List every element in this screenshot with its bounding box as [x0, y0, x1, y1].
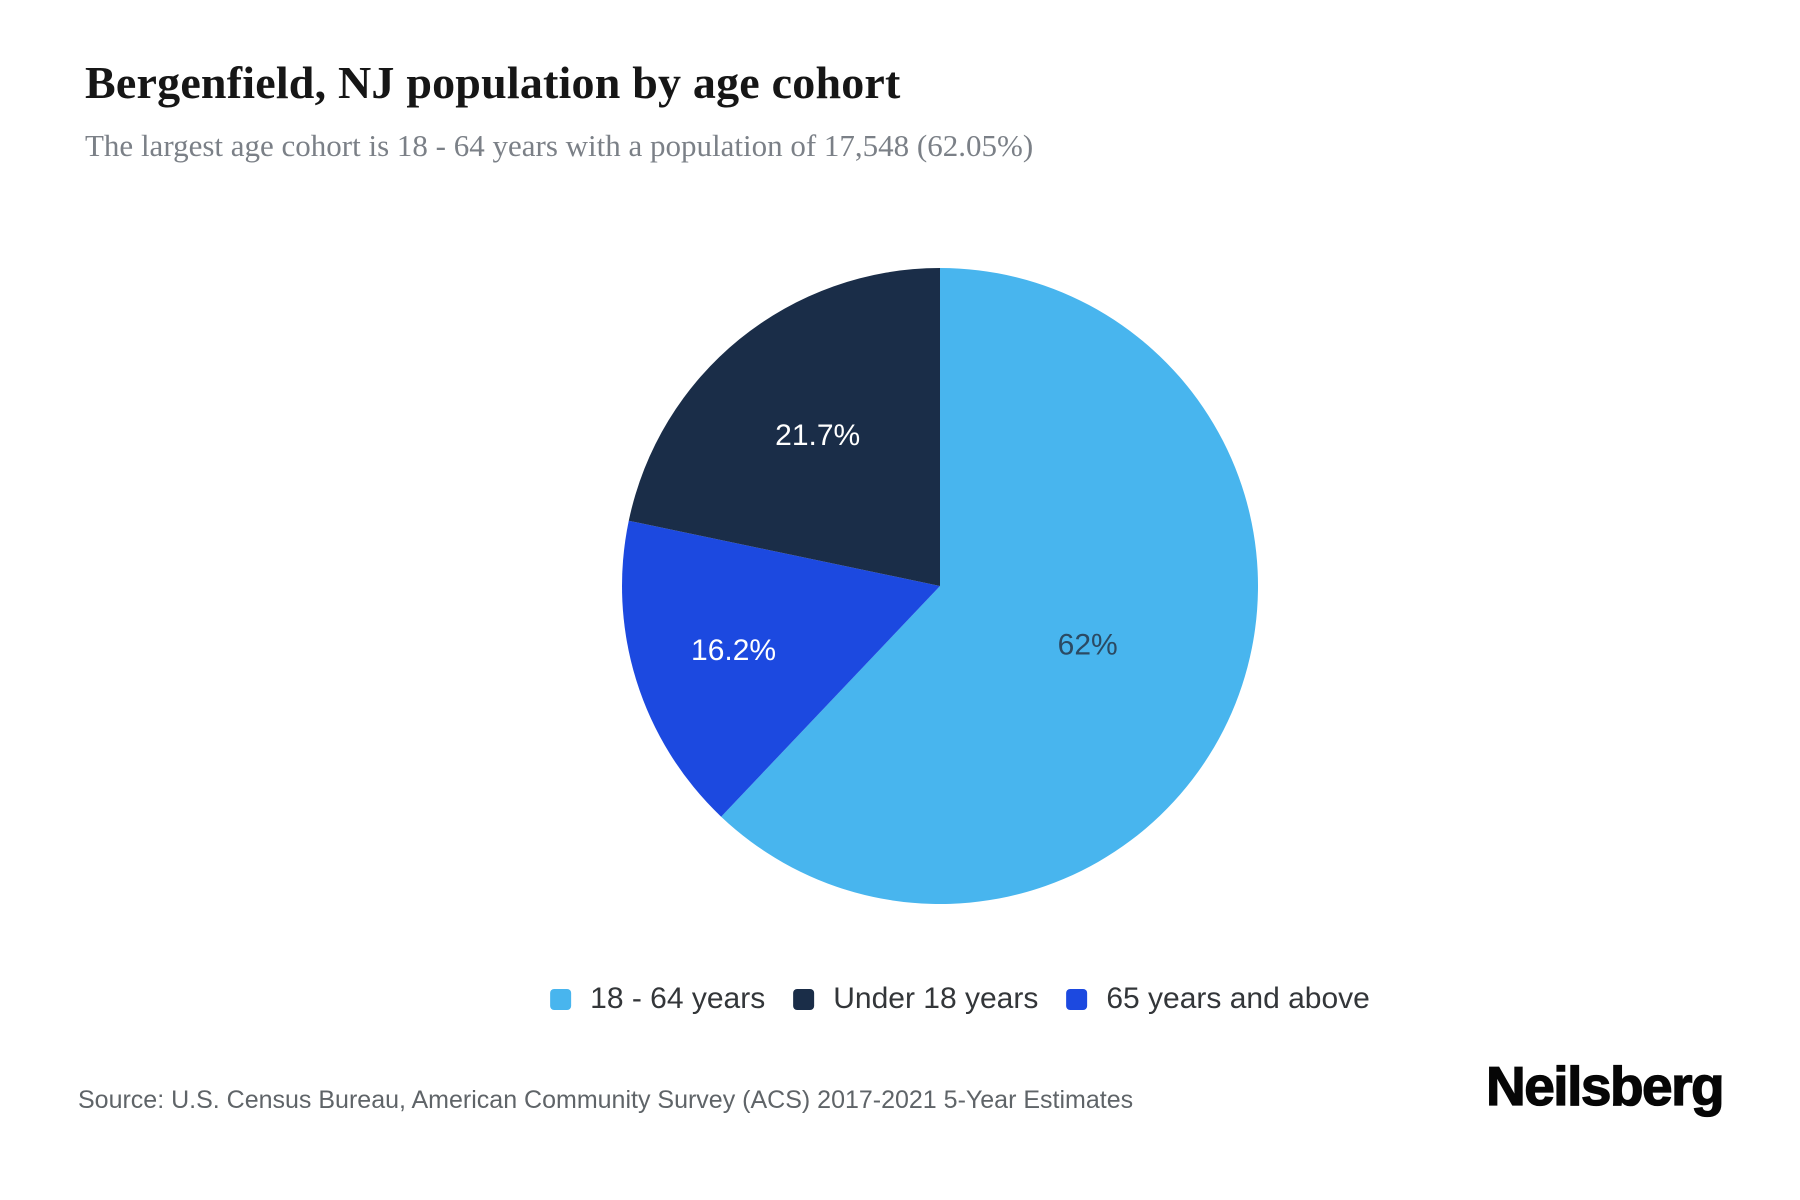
- source-attribution: Source: U.S. Census Bureau, American Com…: [78, 1086, 1134, 1114]
- neilsberg-logo: Neilsberg: [1485, 1054, 1725, 1117]
- chart-legend: 18 - 64 years Under 18 years 65 years an…: [550, 982, 1370, 1016]
- legend-item-18-64-years[interactable]: 18 - 64 years: [550, 982, 765, 1016]
- pie-slice-under-18-years[interactable]: [628, 268, 940, 586]
- pie-slice-65-years-and-above[interactable]: [622, 520, 940, 817]
- pie-chart: 62% 16.2% 21.7%: [580, 226, 1300, 946]
- page-subtitle: The largest age cohort is 18 - 64 years …: [85, 128, 1034, 163]
- legend-item-label: 18 - 64 years: [590, 982, 766, 1015]
- pie-slice-label-under-18-years: 21.7%: [775, 419, 860, 452]
- pie-slice-label-18-64-years: 62%: [1058, 628, 1118, 661]
- legend-item-under-18-years[interactable]: Under 18 years: [793, 982, 1038, 1016]
- legend-swatch-icon: [1066, 988, 1088, 1010]
- legend-item-label: Under 18 years: [833, 982, 1039, 1015]
- legend-item-label: 65 years and above: [1106, 982, 1370, 1015]
- legend-item-65-years-and-above[interactable]: 65 years and above: [1066, 982, 1370, 1016]
- legend-swatch-icon: [793, 988, 815, 1010]
- legend-swatch-icon: [550, 988, 572, 1010]
- page-title: Bergenfield, NJ population by age cohort: [85, 57, 901, 108]
- pie-slice-18-64-years[interactable]: [721, 268, 1259, 905]
- pie-slice-label-65-years-and-above: 16.2%: [691, 634, 776, 667]
